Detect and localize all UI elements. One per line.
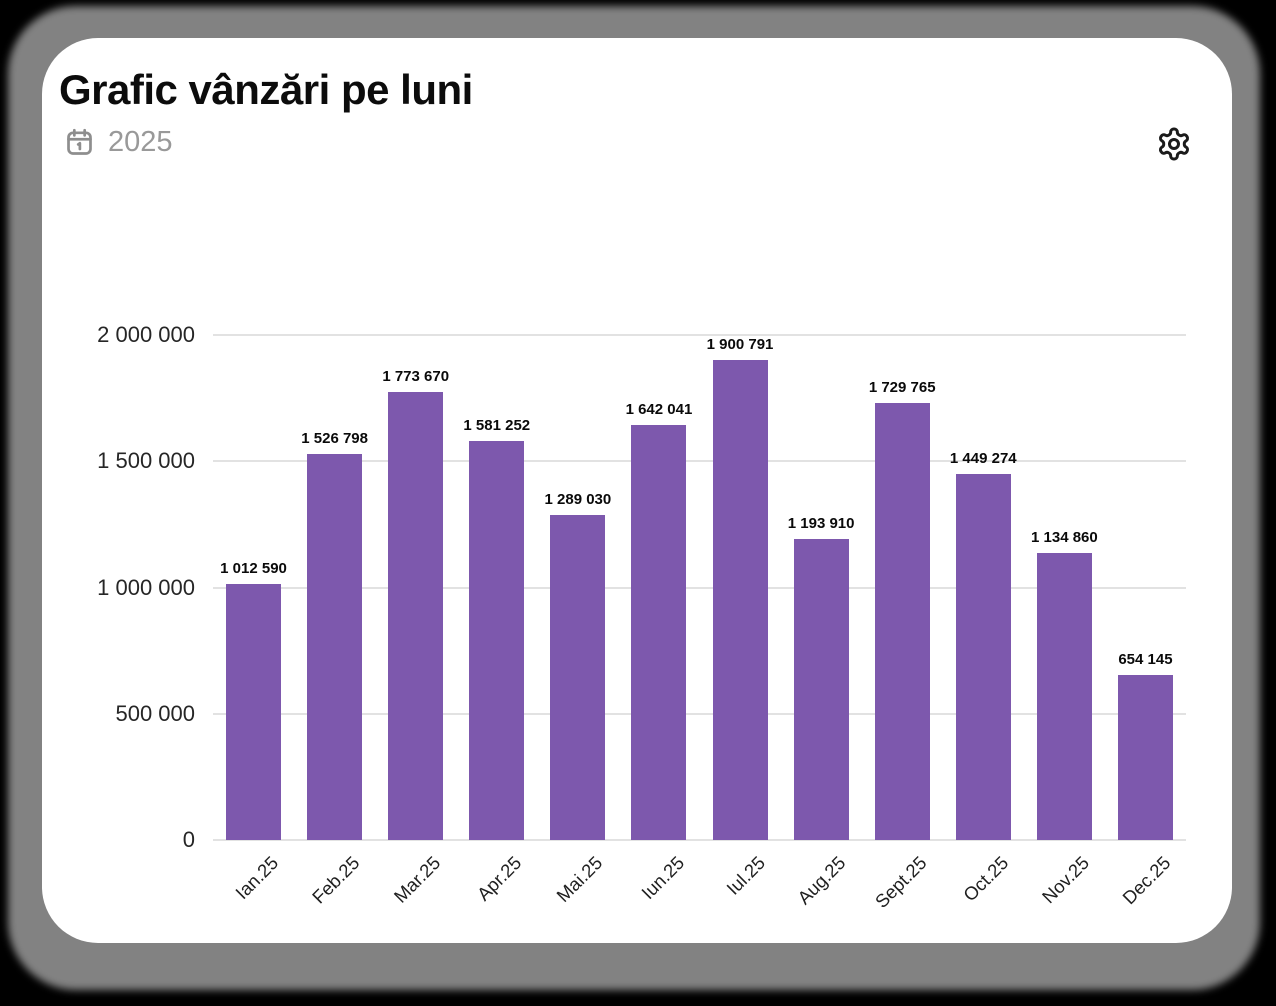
calendar-icon <box>64 127 95 158</box>
y-axis-tick-label: 2 000 000 <box>97 322 195 347</box>
bar-value-label: 1 449 274 <box>949 450 1017 468</box>
x-axis-tick-label: Feb.25 <box>307 852 364 908</box>
gridline <box>213 334 1186 336</box>
bar-value-label: 1 581 252 <box>463 416 531 434</box>
bar-Apr.25[interactable] <box>469 440 525 840</box>
bar-Sept.25[interactable] <box>874 403 930 840</box>
gridline <box>213 586 1186 589</box>
x-axis-tick-label: Dec.25 <box>1118 852 1175 909</box>
period-selector[interactable]: 2025 <box>64 126 173 159</box>
bar-value-label: 1 773 670 <box>382 368 450 386</box>
period-label: 2025 <box>108 126 173 158</box>
settings-button[interactable] <box>1150 120 1198 168</box>
x-axis-tick-label: Aug.25 <box>793 852 850 909</box>
gridline <box>213 460 1186 463</box>
page-title: Grafic vânzări pe luni <box>59 66 473 113</box>
y-axis-tick-label: 1 500 000 <box>97 448 195 474</box>
bar-value-label: 1 289 030 <box>544 490 612 508</box>
x-axis-tick-label: Ian.25 <box>231 852 283 904</box>
bar-value-label: 1 012 590 <box>220 560 287 578</box>
bar-Mai.25[interactable] <box>550 514 606 840</box>
x-axis-tick-label: Apr.25 <box>472 852 526 905</box>
y-axis-tick-label: 500 000 <box>115 700 195 726</box>
bar-Mar.25[interactable] <box>388 392 444 840</box>
bar-value-label: 1 642 041 <box>625 401 693 419</box>
bar-Iul.25[interactable] <box>712 360 768 840</box>
y-axis: 2 000 000 1 500 000 1 000 000 500 000 0 <box>42 322 195 852</box>
bar-Dec.25[interactable] <box>1117 674 1173 840</box>
bar-Oct.25[interactable] <box>955 474 1011 840</box>
gridline <box>213 712 1186 715</box>
bar-value-label: 654 145 <box>1118 650 1173 668</box>
bar-Nov.25[interactable] <box>1036 553 1092 840</box>
bar-Feb.25[interactable] <box>307 454 363 840</box>
x-axis-tick-label: Sept.25 <box>871 852 932 912</box>
bar-Iun.25[interactable] <box>631 425 687 840</box>
bar-value-label: 1 729 765 <box>868 379 936 397</box>
x-axis-tick-label: Iul.25 <box>722 852 769 899</box>
x-axis-tick-label: Nov.25 <box>1037 852 1094 908</box>
x-axis-tick-label: Oct.25 <box>958 852 1013 906</box>
x-axis-tick-label: Mar.25 <box>389 852 445 907</box>
bar-Ian.25[interactable] <box>226 584 282 840</box>
plot-area: 1 012 590 Ian.25 1 526 798 Feb.25 1 773 670 M… <box>213 334 1186 912</box>
y-axis-tick-label: 0 <box>182 827 195 852</box>
gear-icon <box>1156 126 1192 162</box>
bar-value-label: 1 526 798 <box>301 430 368 448</box>
sales-chart-card: Grafic vânzări pe luni 2025 <box>42 38 1232 943</box>
bar-value-label: 1 134 860 <box>1031 529 1098 547</box>
bar-chart: 2 000 000 1 500 000 1 000 000 500 000 0 1 01… <box>42 38 1232 943</box>
x-axis-tick-label: Iun.25 <box>636 852 688 904</box>
gridline <box>213 839 1186 841</box>
x-axis-tick-label: Mai.25 <box>552 852 607 907</box>
bar-value-label: 1 193 910 <box>787 514 855 532</box>
bar-Aug.25[interactable] <box>793 538 849 840</box>
bar-value-label: 1 900 791 <box>706 336 774 354</box>
y-axis-tick-label: 1 000 000 <box>97 574 195 600</box>
